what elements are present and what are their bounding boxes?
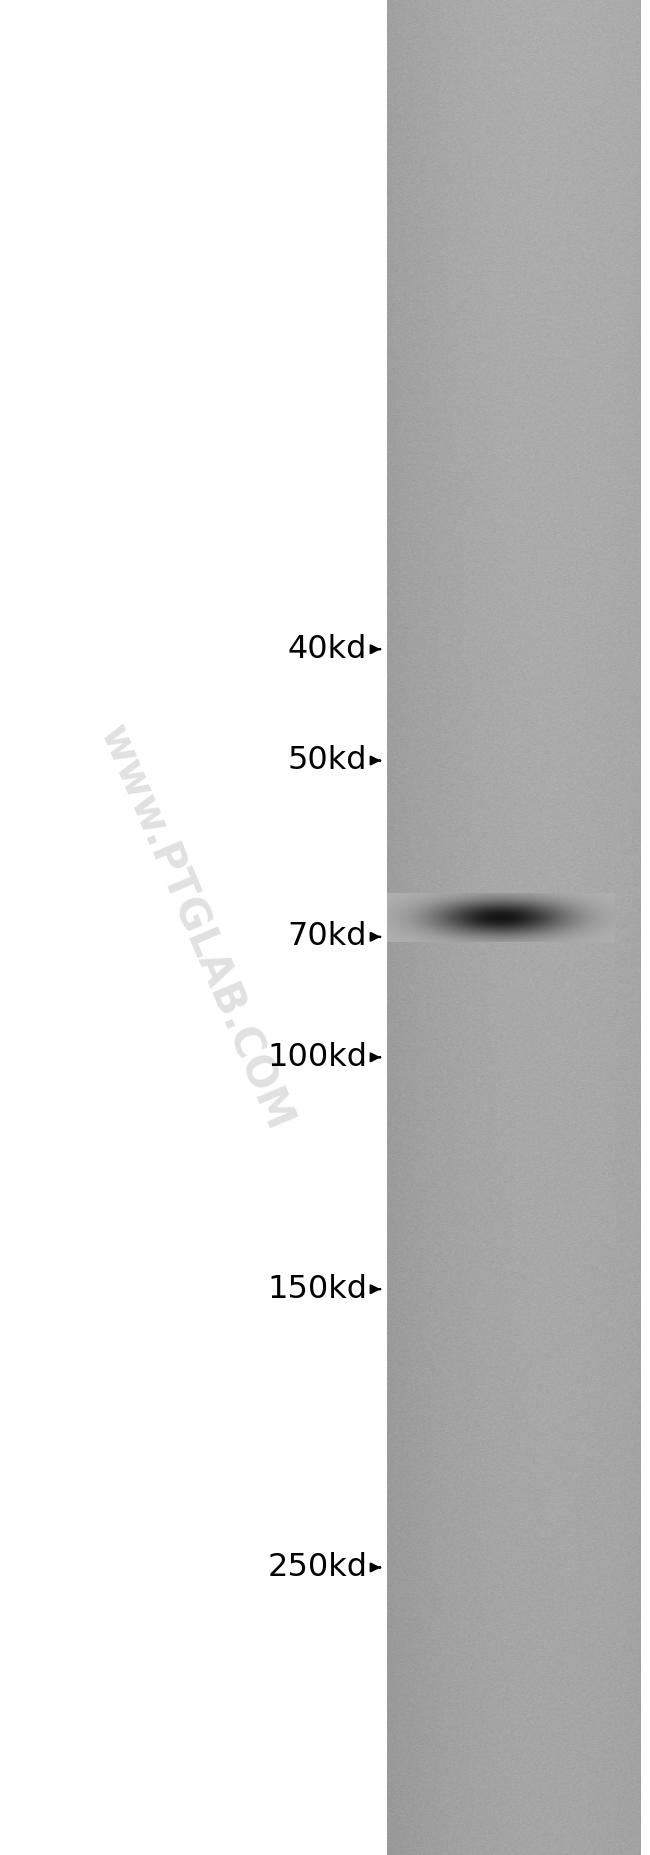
Text: 50kd: 50kd: [288, 746, 367, 775]
Text: 100kd: 100kd: [267, 1043, 367, 1072]
Text: 150kd: 150kd: [267, 1274, 367, 1304]
Text: 40kd: 40kd: [288, 634, 367, 664]
Text: www.PTGLAB.COM: www.PTGLAB.COM: [90, 718, 300, 1137]
Text: 250kd: 250kd: [267, 1553, 367, 1582]
Text: 70kd: 70kd: [288, 922, 367, 952]
